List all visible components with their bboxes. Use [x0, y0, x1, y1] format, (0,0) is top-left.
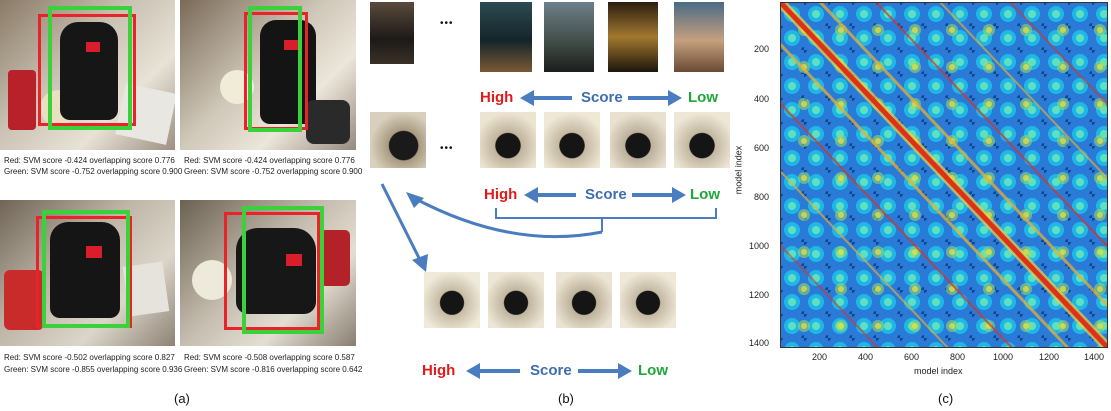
ytick-600: 600	[754, 143, 770, 153]
photo-a2	[180, 0, 356, 150]
poster-4	[608, 2, 658, 72]
ytick-400: 400	[754, 94, 770, 104]
ellipsis-2: •••	[440, 143, 454, 154]
score-label-3: Score	[530, 362, 572, 379]
caption-a3-green: Green: SVM score -0.855 overlapping scor…	[4, 365, 183, 374]
poster-1	[370, 2, 414, 64]
similarity-heatmap	[780, 2, 1108, 348]
heatmap-diagonals	[780, 2, 1108, 348]
dog-thumb-4	[674, 112, 730, 168]
low-label-2: Low	[690, 186, 720, 203]
low-label-1: Low	[688, 89, 718, 106]
score-arrow-1	[520, 90, 682, 106]
photo-a3	[0, 200, 175, 346]
photo-a1	[0, 0, 175, 150]
ytick-800: 800	[754, 192, 770, 202]
xtick-800: 800	[950, 352, 966, 362]
caption-a3-red: Red: SVM score -0.502 overlapping score …	[4, 353, 175, 362]
score-arrow-2	[524, 187, 686, 203]
xtick-1400: 1400	[1084, 352, 1105, 362]
poster-5	[674, 2, 724, 72]
high-label-3: High	[422, 362, 456, 379]
caption-a1-green: Green: SVM score -0.752 overlapping scor…	[4, 167, 183, 176]
caption-a4-green: Green: SVM score -0.816 overlapping scor…	[184, 365, 363, 374]
flow-arrows	[380, 183, 717, 272]
caption-a2-green: Green: SVM score -0.752 overlapping scor…	[184, 167, 363, 176]
xtick-200: 200	[812, 352, 828, 362]
caption-a1-red: Red: SVM score -0.424 overlapping score …	[4, 156, 175, 165]
poster-3	[544, 2, 594, 72]
high-label-2: High	[484, 186, 518, 203]
x-axis-label: model index	[914, 366, 963, 376]
xtick-400: 400	[858, 352, 874, 362]
dog-thumb-1	[480, 112, 536, 168]
y-axis-label: model index	[733, 145, 744, 195]
xtick-1000: 1000	[993, 352, 1014, 362]
caption-a4-red: Red: SVM score -0.508 overlapping score …	[184, 353, 355, 362]
score-label-2: Score	[585, 186, 627, 203]
panel-a-label: (a)	[174, 391, 190, 406]
photo-a4	[180, 200, 356, 346]
panel-c: 200 400 600 800 1000 1200 1400 200 400 6…	[732, 0, 1111, 411]
dog-thumb-3	[610, 112, 666, 168]
query-dog-thumb	[370, 112, 426, 168]
xtick-600: 600	[904, 352, 920, 362]
panel-a: Red: SVM score -0.424 overlapping score …	[0, 0, 363, 411]
xtick-1200: 1200	[1039, 352, 1060, 362]
reranked-dog-2	[488, 272, 544, 328]
panel-b-label: (b)	[558, 391, 574, 406]
ytick-200: 200	[754, 44, 770, 54]
reranked-dog-3	[556, 272, 612, 328]
panel-c-label: (c)	[938, 391, 954, 406]
low-label-3: Low	[638, 362, 668, 379]
reranked-dog-4	[620, 272, 676, 328]
ytick-1200: 1200	[749, 290, 770, 300]
dog-thumb-2	[544, 112, 600, 168]
score-label-1: Score	[581, 89, 623, 106]
ellipsis-1: •••	[440, 18, 454, 29]
panel-b: ••• High Score Low ••• High Score Low	[362, 0, 732, 411]
caption-a2-red: Red: SVM score -0.424 overlapping score …	[184, 156, 355, 165]
poster-2	[480, 2, 532, 72]
high-label-1: High	[480, 89, 514, 106]
ytick-1400: 1400	[749, 338, 770, 348]
score-arrow-3	[466, 363, 632, 379]
ytick-1000: 1000	[749, 241, 770, 251]
reranked-dog-1	[424, 272, 480, 328]
